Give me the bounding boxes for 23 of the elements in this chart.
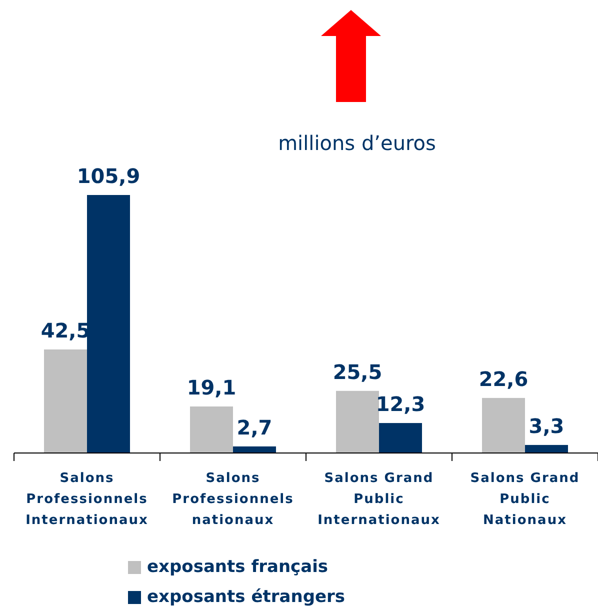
bar (379, 423, 422, 453)
y-axis-title: millions d’euros (278, 131, 436, 155)
data-label: 19,1 (186, 375, 236, 400)
bar (525, 444, 568, 453)
legend-label: exposants français (147, 557, 328, 577)
bar (87, 195, 130, 453)
bar (190, 406, 233, 453)
legend-label: exposants étrangers (147, 587, 346, 607)
bar (482, 398, 525, 453)
x-tick-label: Salons Professionnels Internationaux (26, 471, 148, 528)
x-tick-label: Salons Grand Public Nationaux (470, 471, 580, 528)
data-label: 3,3 (528, 414, 564, 438)
data-label: 42,5 (40, 318, 90, 342)
data-label: 22,6 (478, 366, 528, 391)
data-label: 25,5 (332, 360, 382, 384)
data-label: 12,3 (376, 392, 426, 416)
x-tick-label: Salons Grand Public Internationaux (318, 471, 440, 528)
bar (44, 349, 87, 453)
x-tick-label: Salons Professionnels nationaux (172, 471, 294, 528)
bar (336, 390, 379, 453)
data-label: 105,9 (76, 164, 140, 188)
data-label: 2,7 (236, 415, 272, 440)
bar (233, 446, 276, 453)
